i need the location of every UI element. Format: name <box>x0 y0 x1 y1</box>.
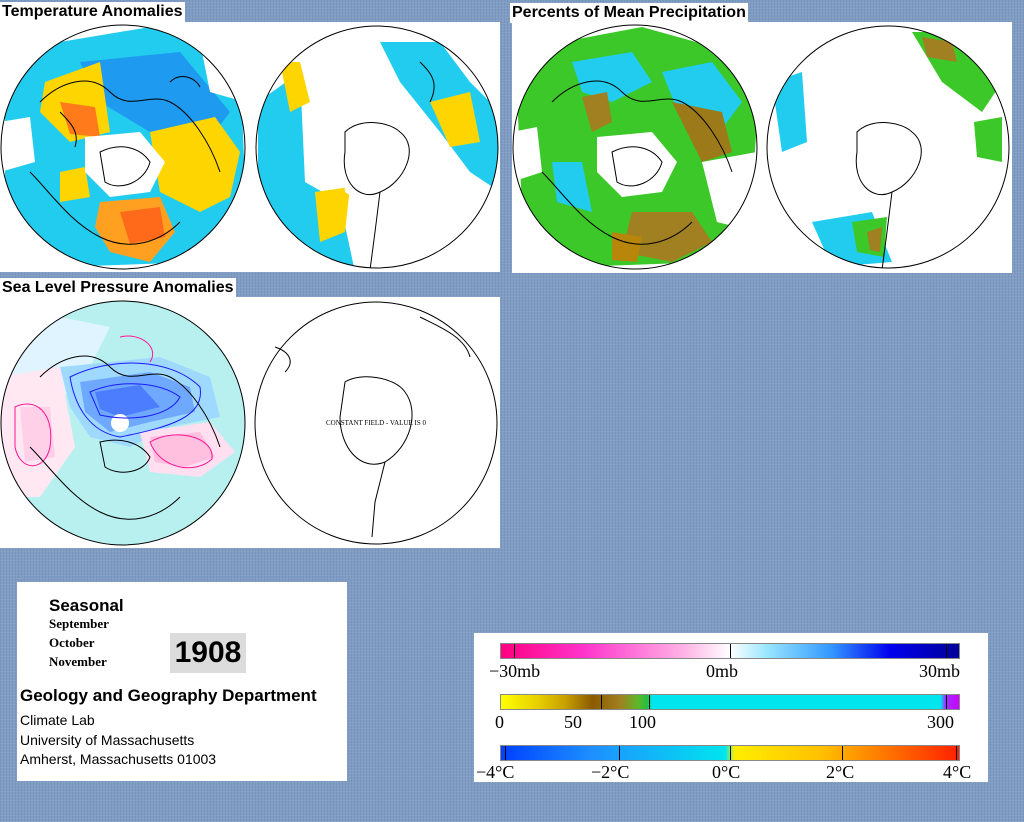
precip-label-100: 100 <box>629 712 656 732</box>
precipitation-scale-bar <box>500 694 960 710</box>
year-label: 1908 <box>170 633 246 673</box>
month-1: September <box>49 616 109 631</box>
lab-name: Climate Lab <box>20 712 95 728</box>
constant-field-note: CONSTANT FIELD - VALUE IS 0 <box>326 419 426 427</box>
pressure-scale-bar <box>500 643 960 659</box>
pressure-label-min: −30mb <box>489 661 541 681</box>
temperature-scale-bar <box>500 745 960 761</box>
precipitation-maps <box>512 24 1010 270</box>
temp-label-minus2: −2°C <box>591 762 630 782</box>
address: Amherst, Massachusetts 01003 <box>20 751 217 767</box>
month-2: October <box>49 635 95 650</box>
pressure-title: Sea Level Pressure Anomalies <box>0 278 236 298</box>
pressure-south-hemisphere: CONSTANT FIELD - VALUE IS 0 <box>254 301 498 545</box>
info-box: Seasonal September October November 1908… <box>17 582 347 781</box>
precipitation-panel <box>512 22 1012 273</box>
pressure-north-hemisphere <box>1 301 245 545</box>
temperature-north-hemisphere <box>1 25 245 269</box>
temp-label-0: 0°C <box>712 762 741 782</box>
university-name: University of Massachusetts <box>20 732 195 748</box>
temperature-panel <box>0 22 500 272</box>
month-3: November <box>49 654 107 669</box>
precip-label-0: 0 <box>495 712 504 732</box>
precipitation-title: Percents of Mean Precipitation <box>510 3 748 23</box>
pressure-label-mid: 0mb <box>706 661 739 681</box>
temp-label-minus4: −4°C <box>476 762 515 782</box>
department-name: Geology and Geography Department <box>20 686 317 705</box>
temp-label-4: 4°C <box>943 762 972 782</box>
temp-label-2: 2°C <box>826 762 855 782</box>
precip-label-300: 300 <box>927 712 954 732</box>
precipitation-south-hemisphere <box>767 26 1009 268</box>
temperature-title: Temperature Anomalies <box>0 2 185 22</box>
precip-label-50: 50 <box>564 712 582 732</box>
pressure-panel: CONSTANT FIELD - VALUE IS 0 <box>0 297 500 548</box>
precipitation-north-hemisphere <box>513 25 757 269</box>
legend-box: −30mb 0mb 30mb 0 50 100 300 −4°C −2°C 0°… <box>474 633 988 782</box>
season-label: Seasonal <box>49 596 124 615</box>
temperature-maps <box>0 24 499 270</box>
pressure-label-max: 30mb <box>919 661 961 681</box>
pressure-maps: CONSTANT FIELD - VALUE IS 0 <box>0 300 498 546</box>
temperature-south-hemisphere <box>256 26 498 268</box>
